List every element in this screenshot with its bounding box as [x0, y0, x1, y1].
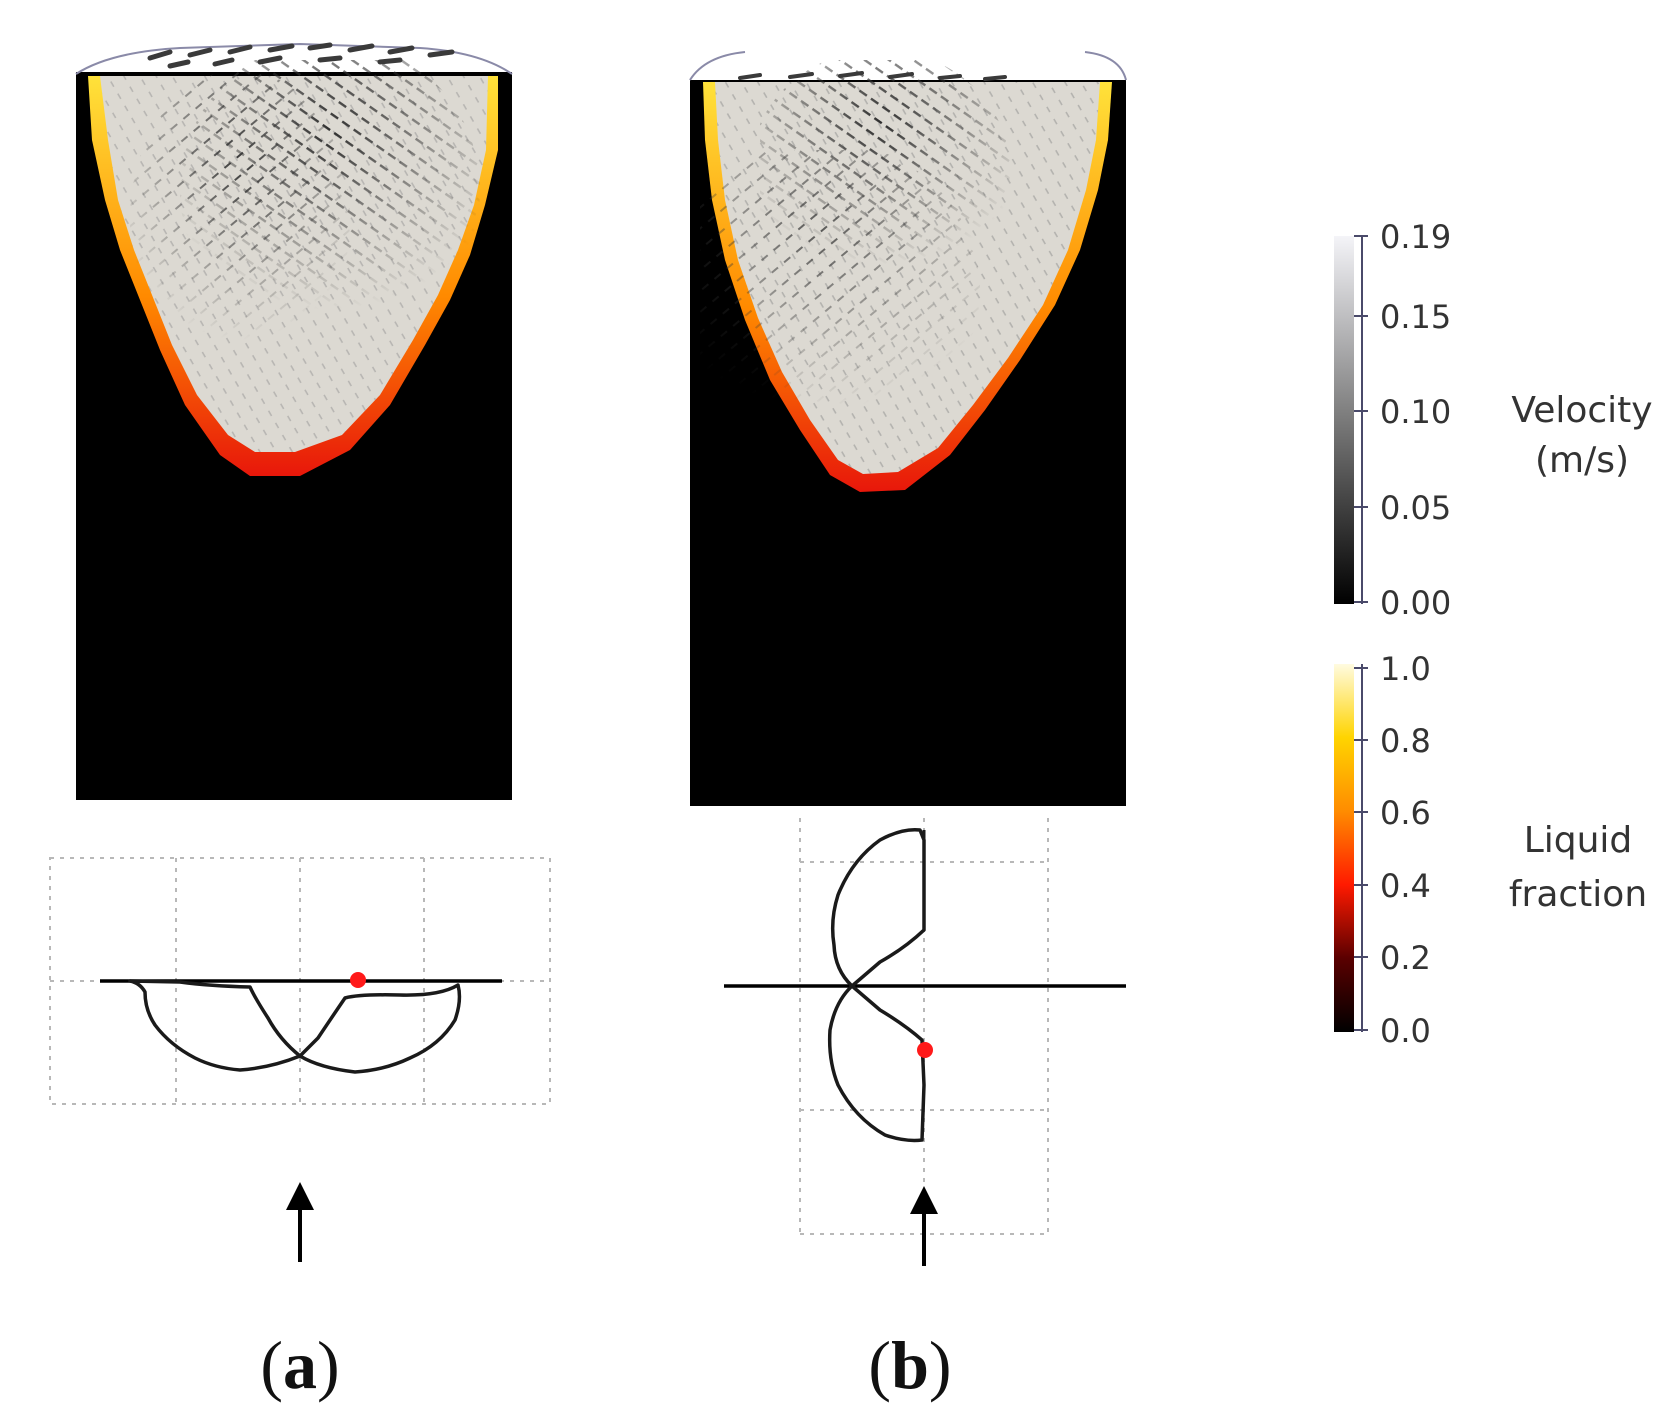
- liquid-fraction-tick-0: 1.0: [1380, 650, 1431, 688]
- liquid-fraction-colorbar-gradient: [1334, 664, 1354, 1032]
- liquid-fraction-tick-4: 0.2: [1380, 939, 1431, 977]
- velocity-colorbar-unit: (m/s): [1535, 440, 1629, 481]
- panel-a-scan-direction-arrow-icon: [286, 1182, 314, 1262]
- liquid-fraction-colorbar-title-line2: fraction: [1509, 874, 1647, 915]
- velocity-colorbar-ticks: [1354, 235, 1368, 604]
- panel-b-red-marker-dot-icon: [917, 1042, 933, 1058]
- velocity-colorbar-title: Velocity: [1511, 390, 1652, 431]
- liquid-fraction-colorbar-title: Liquid: [1524, 820, 1633, 861]
- panel-b-scan-direction-arrow-icon: [910, 1186, 938, 1266]
- panel-b-simulation: [689, 51, 1127, 806]
- panel-b-surface-spatter: [738, 71, 1007, 81]
- panel-a-scan-plot: [49, 857, 551, 1262]
- panel-b-free-surface: [689, 51, 1127, 81]
- velocity-tick-1: 0.15: [1380, 298, 1451, 336]
- panel-a-red-marker-dot-icon: [350, 972, 366, 988]
- liquid-fraction-tick-5: 0.0: [1380, 1012, 1431, 1050]
- velocity-tick-3: 0.05: [1380, 489, 1451, 527]
- panel-a-free-surface: [75, 42, 513, 75]
- velocity-tick-0: 0.19: [1380, 218, 1451, 256]
- panel-a-vortex-left: [120, 70, 360, 390]
- liquid-fraction-tick-3: 0.4: [1380, 867, 1431, 905]
- panel-b-scan-plot: [724, 818, 1126, 1266]
- liquid-fraction-colorbar-ticks: [1354, 664, 1368, 1032]
- panel-a-simulation: [75, 42, 513, 800]
- panel-label-b: (b): [868, 1327, 951, 1403]
- liquid-fraction-tick-2: 0.6: [1380, 794, 1431, 832]
- liquid-fraction-tick-1: 0.8: [1380, 722, 1431, 760]
- velocity-colorbar: 0.19 0.15 0.10 0.05 0.00 Velocity (m/s): [1334, 218, 1653, 622]
- panel-label-a: (a): [260, 1327, 339, 1403]
- velocity-colorbar-gradient: [1334, 236, 1354, 604]
- panel-a-trajectory-lobes: [128, 979, 462, 1074]
- velocity-tick-4: 0.00: [1380, 584, 1451, 622]
- panel-b-vortex-lower: [700, 150, 1000, 450]
- panel-a-surface-spatter: [147, 42, 455, 69]
- velocity-tick-2: 0.10: [1380, 393, 1451, 431]
- panel-b-trajectory-lobes: [827, 827, 926, 1143]
- liquid-fraction-colorbar: 1.0 0.8 0.6 0.4 0.2 0.0 Liquid fraction: [1334, 650, 1647, 1050]
